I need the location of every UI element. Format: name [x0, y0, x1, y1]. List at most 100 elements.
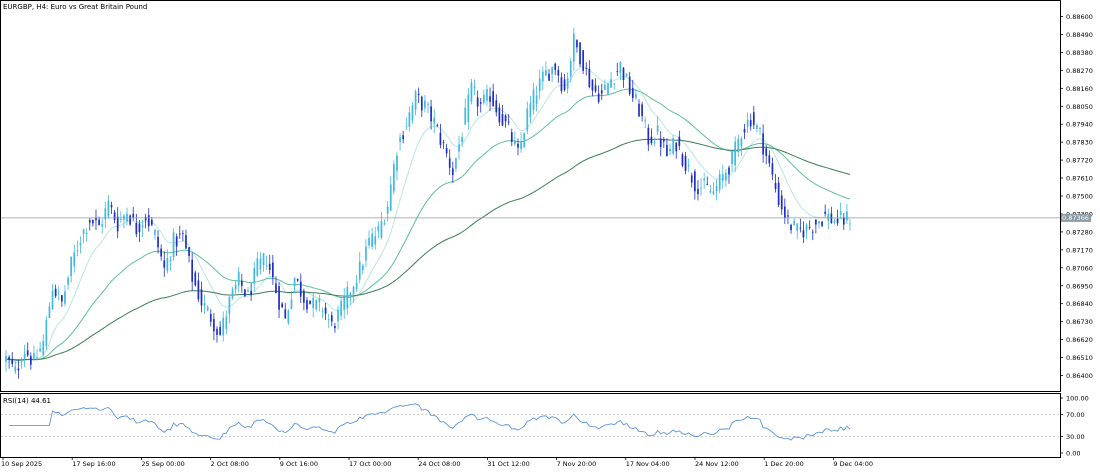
candle-body	[461, 137, 463, 143]
candle-body	[613, 83, 616, 85]
price-tick-label: 0.86730	[1066, 318, 1093, 326]
candle-body	[374, 236, 377, 245]
candle-body	[545, 70, 547, 76]
candle-body	[771, 163, 774, 175]
candle-body	[355, 282, 358, 289]
candle-body	[281, 303, 284, 308]
candle-body	[334, 325, 336, 329]
candle-body	[759, 127, 761, 129]
candle-body	[768, 155, 771, 164]
candle-body	[337, 309, 339, 322]
candle-body	[265, 265, 268, 267]
price-tick-label: 0.87500	[1066, 193, 1093, 201]
rsi-line	[9, 403, 851, 441]
candle-body	[607, 83, 609, 95]
candle-body	[669, 149, 671, 152]
candle-body	[216, 328, 218, 335]
candle-body	[672, 138, 674, 154]
candle-body	[361, 265, 364, 271]
candle-body	[532, 89, 535, 110]
price-axis: 0.88600 0.88490 0.88380 0.88270 0.88160 0.880…	[1060, 13, 1093, 380]
candle-body	[296, 278, 299, 281]
candle-body	[95, 217, 97, 221]
candle-body	[743, 129, 746, 133]
candle-body	[240, 280, 243, 286]
candle-body	[656, 125, 659, 132]
candle-body	[188, 247, 190, 256]
candle-body	[303, 290, 305, 303]
candle-body	[365, 246, 367, 261]
candle-body	[439, 132, 442, 145]
price-tick-label: 0.88160	[1066, 85, 1093, 93]
candle-body	[76, 250, 79, 252]
candle-body	[811, 231, 814, 233]
candle-body	[138, 223, 141, 233]
candle-body	[697, 188, 699, 195]
candle-body	[557, 69, 560, 76]
candle-body	[64, 291, 66, 304]
candle-body	[197, 280, 200, 300]
candle-body	[36, 357, 38, 358]
candle-body	[352, 286, 355, 295]
candle-body	[579, 42, 581, 65]
candle-body	[92, 219, 94, 224]
candle-body	[464, 107, 467, 125]
indicator-pane-frame	[0, 393, 1061, 458]
candle-body	[324, 307, 327, 314]
price-tick-label: 0.88380	[1066, 49, 1093, 57]
candle-body	[833, 220, 836, 223]
candle-body	[541, 71, 544, 82]
candle-body	[709, 191, 712, 193]
candle-body	[67, 277, 69, 285]
price-tick-label: 0.87280	[1066, 228, 1093, 236]
candle-body	[104, 208, 107, 220]
candle-body	[231, 289, 234, 299]
candle-body	[253, 268, 256, 284]
candle-body	[585, 67, 588, 69]
candle-body	[849, 223, 851, 225]
candle-body	[805, 224, 808, 231]
candle-body	[802, 230, 805, 238]
candle-body	[85, 232, 88, 235]
candle-body	[26, 350, 29, 356]
time-tick-label: 31 Oct 12:00	[487, 460, 529, 468]
price-tick-label: 0.87830	[1066, 139, 1093, 147]
candle-body	[821, 221, 823, 226]
candle-body	[433, 117, 436, 124]
candle-body	[476, 97, 479, 107]
candle-body	[147, 215, 150, 227]
candle-body	[514, 140, 516, 144]
candle-body	[818, 221, 820, 224]
time-tick-label: 9 Dec 04:00	[833, 460, 873, 468]
candle-body	[346, 287, 349, 309]
candle-body	[448, 158, 451, 168]
candle-body	[61, 295, 63, 302]
candle-body	[551, 67, 553, 75]
candle-body	[29, 356, 32, 365]
candle-body	[327, 319, 330, 321]
candle-body	[306, 300, 308, 310]
candle-body	[777, 182, 780, 205]
candle-body	[427, 104, 429, 105]
candle-body	[191, 259, 194, 282]
time-axis: 10 Sep 2025 17 Sep 16:00 25 Sep 00:00 2 Oct…	[1, 457, 873, 468]
candle-body	[290, 299, 293, 309]
price-tick-label: 0.87170	[1066, 246, 1093, 254]
moving-average-line	[5, 88, 851, 362]
candle-body	[790, 224, 792, 231]
time-tick-label: 7 Nov 20:00	[557, 460, 597, 468]
candle-body	[479, 102, 482, 104]
candle-body	[371, 233, 373, 247]
candle-body	[610, 79, 612, 88]
price-tick-label: 0.88490	[1066, 31, 1093, 39]
candle-body	[209, 313, 212, 322]
time-tick-label: 10 Sep 2025	[1, 460, 42, 468]
candle-body	[39, 348, 41, 352]
candle-body	[70, 256, 73, 277]
candle-body	[268, 263, 271, 270]
candle-body	[380, 221, 383, 238]
candle-body	[250, 290, 252, 296]
candle-body	[116, 216, 119, 232]
